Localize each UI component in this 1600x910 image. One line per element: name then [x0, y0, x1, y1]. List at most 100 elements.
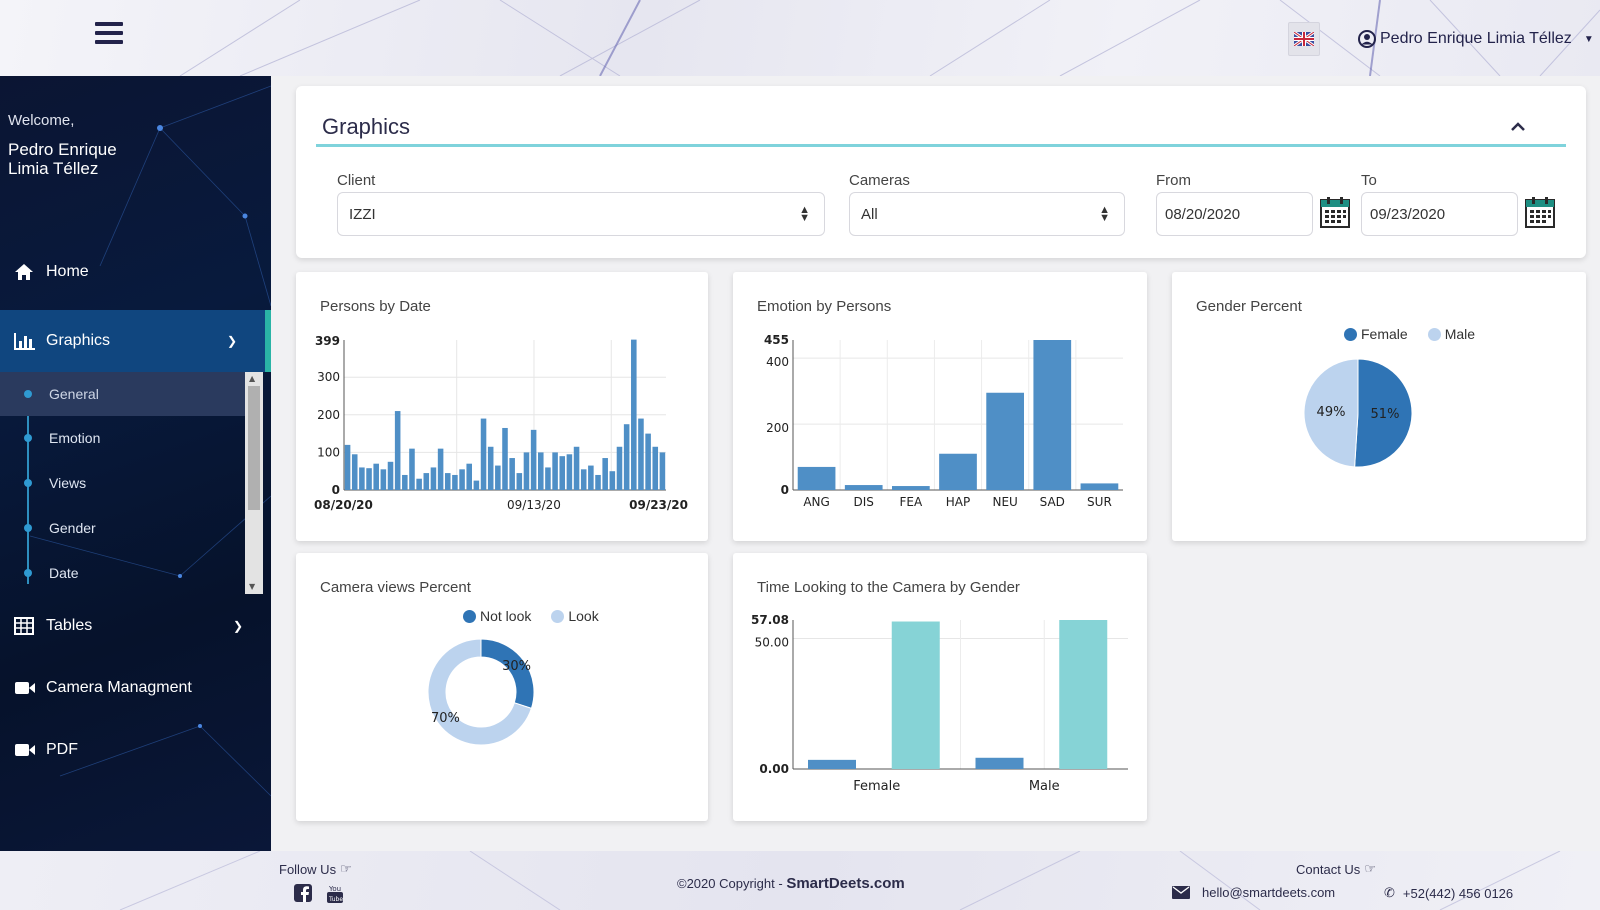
email-link[interactable]: hello@smartdeets.com [1172, 885, 1335, 900]
contact-us: Contact Us ☞ [1296, 861, 1376, 877]
x-tick-label: DIS [854, 495, 874, 509]
top-bar: Pedro Enrique Limia Téllez ▼ [0, 0, 1600, 76]
x-tick-label: 09/23/20 [629, 498, 688, 512]
collapse-button[interactable] [1510, 116, 1526, 135]
youtube-icon[interactable]: You Tube [326, 884, 344, 904]
sidebar-item-pdf[interactable]: PDF [0, 724, 271, 776]
table-icon [14, 617, 36, 635]
language-flag-button[interactable] [1288, 22, 1320, 56]
bullet-icon [24, 390, 32, 398]
legend-item-female[interactable]: Female [1344, 326, 1408, 342]
bar [545, 467, 551, 490]
bar [466, 463, 472, 490]
y-tick-label: 455 [764, 333, 789, 347]
bar [538, 452, 544, 490]
sidebar: Welcome, Pedro Enrique Limia Téllez Home… [0, 76, 271, 851]
bar [530, 429, 537, 490]
email-text: hello@smartdeets.com [1202, 885, 1336, 900]
submenu-item-date[interactable]: Date [0, 551, 245, 595]
legend-swatch [1427, 327, 1441, 341]
graphics-filter-card: Graphics Client IZZI ▲ ▼ Cameras All ▲ ▼ F… [296, 86, 1586, 258]
x-tick-label: HAP [946, 495, 970, 509]
legend-item-not-look[interactable]: Not look [463, 608, 531, 624]
sidebar-item-label: Tables [46, 617, 93, 634]
bar [986, 392, 1024, 490]
hamburger-line [95, 40, 123, 44]
bar [1033, 340, 1072, 490]
bar [580, 469, 587, 490]
card-title: Gender Percent [1196, 298, 1302, 315]
sidebar-network-background [29, 85, 271, 797]
bar [623, 424, 630, 490]
x-tick-label: 09/13/20 [507, 498, 561, 512]
from-label: From [1156, 172, 1191, 189]
gender-legend: Female Male [1344, 326, 1475, 342]
card-title: Time Looking to the Camera by Gender [757, 579, 1020, 596]
to-calendar-button[interactable] [1525, 196, 1555, 228]
user-menu[interactable]: Pedro Enrique Limia Téllez ▼ [1358, 26, 1594, 52]
submenu-label: Date [49, 565, 79, 581]
header-background-lines [179, 0, 1600, 76]
legend-swatch [1344, 327, 1357, 341]
facebook-icon[interactable] [294, 884, 312, 902]
phone: ✆ +52(442) 456 0126 [1384, 885, 1513, 901]
emotion-by-persons-card: Emotion by Persons ANG DIS FEA HAP NEU SAD SUR… [733, 272, 1147, 541]
card-title: Persons by Date [320, 298, 431, 315]
legend-item-male[interactable]: Male [1427, 326, 1475, 342]
to-date-input[interactable]: 09/23/2020 [1361, 192, 1518, 236]
page-title: Graphics [322, 114, 411, 139]
submenu-label: General [49, 386, 99, 402]
footer: Follow Us ☞ You Tube ©2020 Copyright - Sm… [0, 851, 1600, 910]
bar [373, 463, 379, 490]
y-tick-label: 200 [766, 421, 789, 435]
from-calendar-button[interactable] [1320, 196, 1350, 228]
y-tick-label: 399 [315, 334, 340, 348]
calendar-icon [1525, 197, 1555, 228]
bar [609, 471, 616, 490]
select-arrows-icon: ▲ ▼ [799, 204, 810, 224]
camera-views-percent-card: Camera views Percent Not look Look 30% 70… [296, 553, 708, 821]
sidebar-item-home[interactable]: Home [0, 246, 271, 298]
bullet-icon [24, 434, 32, 442]
y-tick-label: 50.00 [755, 635, 789, 649]
bar [975, 757, 1024, 769]
slice-label: 30% [502, 659, 531, 674]
time-looking-chart: Female Male 57.08 0.00 50.00 [751, 613, 1128, 794]
scroll-down-arrow-icon[interactable]: ▼ [249, 582, 256, 591]
bar [344, 444, 351, 490]
video-camera-icon [14, 742, 36, 758]
card-title: Camera views Percent [320, 579, 471, 596]
sidebar-item-camera-managment[interactable]: Camera Managment [0, 662, 271, 714]
scrollbar-thumb[interactable] [248, 386, 260, 510]
scroll-up-arrow-icon[interactable]: ▲ [249, 374, 256, 383]
x-tick-label: SAD [1040, 495, 1065, 509]
bar [652, 446, 659, 490]
brand-link[interactable]: SmartDeets.com [786, 875, 905, 892]
bar [638, 418, 644, 490]
bar [1080, 483, 1119, 490]
cameras-select[interactable]: All ▲ ▼ [849, 192, 1125, 236]
submenu-item-views[interactable]: Views [0, 461, 245, 505]
menu-toggle-button[interactable] [95, 22, 123, 46]
submenu-item-emotion[interactable]: Emotion [0, 416, 245, 460]
sidebar-item-tables[interactable]: Tables ❯ [0, 600, 271, 652]
sidebar-item-graphics[interactable]: Graphics ❯ [0, 310, 271, 372]
bar [797, 466, 836, 490]
copyright-text: ©2020 Copyright - [677, 876, 787, 891]
legend-item-look[interactable]: Look [551, 608, 599, 624]
chevron-down-icon: ❯ [226, 334, 237, 348]
bar [573, 446, 580, 490]
client-select[interactable]: IZZI ▲ ▼ [337, 192, 825, 236]
select-arrows-icon: ▲ ▼ [1099, 204, 1110, 224]
submenu-item-gender[interactable]: Gender [0, 506, 245, 550]
to-label: To [1361, 172, 1377, 189]
from-date-input[interactable]: 08/20/2020 [1156, 192, 1313, 236]
submenu-scrollbar[interactable]: ▲ ▼ [245, 372, 263, 594]
bar [409, 448, 415, 490]
bar [502, 427, 508, 490]
envelope-icon [1172, 886, 1190, 899]
submenu-item-general[interactable]: General [0, 372, 245, 416]
bullet-icon [24, 569, 32, 577]
uk-flag-icon [1294, 32, 1314, 46]
slice-label: 49% [1317, 405, 1346, 420]
